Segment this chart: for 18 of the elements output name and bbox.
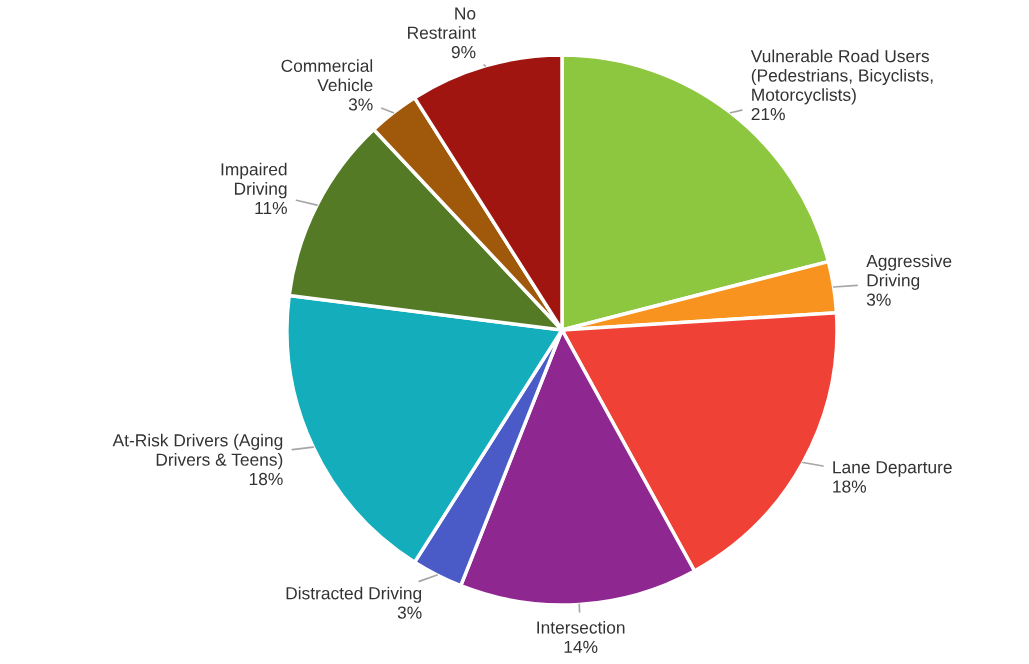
data-label: 21% [751,107,785,121]
slice-label: Vulnerable Road Users (Pedestrians, Bicyclists, Motorcyclists) [750,49,933,105]
data-label: 11% [255,201,287,215]
slice-label: At-Risk Drivers (Aging Drivers & Teens) [112,433,283,470]
slice-label: Intersection [537,620,625,634]
data-label: 18% [249,472,283,486]
slice-label: Aggressive Driving [866,254,952,290]
data-label: 9% [451,45,476,59]
data-label: 14% [564,640,598,653]
slice-label: Distracted Driving [286,586,422,603]
data-label: 3% [866,293,891,306]
data-label: 3% [348,98,373,111]
data-label: 18% [833,480,867,493]
data-label: 3% [397,606,422,619]
slice-label: No Restraint [408,7,476,39]
slice-label: Commercial Vehicle [281,59,373,92]
slice-label: Lane Departure [833,461,952,477]
slice-label: Impaired Driving [221,162,287,199]
